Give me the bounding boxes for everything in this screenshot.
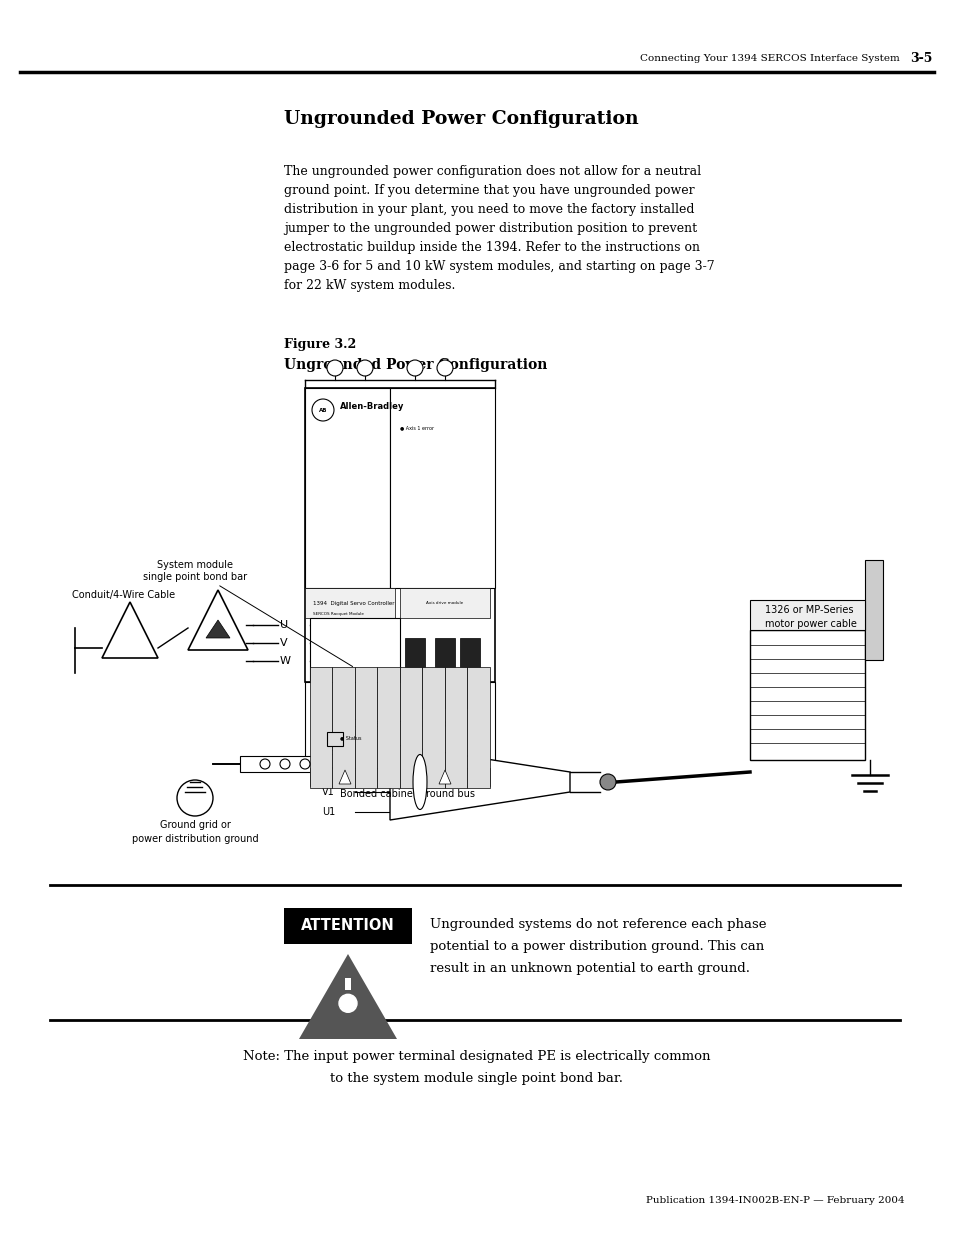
Text: Ungrounded Power Configuration: Ungrounded Power Configuration: [284, 110, 638, 128]
Bar: [305, 388, 495, 682]
Text: distribution in your plant, you need to move the factory installed: distribution in your plant, you need to …: [284, 203, 694, 216]
Text: Ungrounded systems do not reference each phase: Ungrounded systems do not reference each…: [430, 918, 765, 931]
Polygon shape: [102, 601, 158, 658]
Circle shape: [436, 359, 453, 375]
Text: 1326 or MP-Series
motor power cable: 1326 or MP-Series motor power cable: [764, 605, 856, 629]
Text: Publication 1394-IN002B-EN-P — February 2004: Publication 1394-IN002B-EN-P — February …: [646, 1195, 904, 1205]
Text: Axis drive module: Axis drive module: [426, 601, 463, 605]
Bar: [305, 388, 390, 588]
Text: U1: U1: [322, 806, 335, 818]
Text: V: V: [280, 638, 287, 648]
Polygon shape: [188, 590, 248, 650]
Text: Ground grid or
power distribution ground: Ground grid or power distribution ground: [132, 820, 258, 844]
Text: Figure 3.2: Figure 3.2: [284, 338, 355, 351]
Bar: [459, 638, 479, 708]
Circle shape: [177, 781, 213, 816]
Bar: [749, 600, 864, 630]
Polygon shape: [298, 953, 396, 1039]
Text: W1: W1: [322, 767, 337, 777]
Bar: [310, 768, 395, 785]
Text: ground point. If you determine that you have ungrounded power: ground point. If you determine that you …: [284, 184, 694, 198]
Text: ● Status: ● Status: [339, 736, 361, 741]
Polygon shape: [338, 769, 351, 784]
Bar: [435, 638, 455, 708]
Bar: [422, 667, 444, 788]
Text: Ungrounded Power Configuration: Ungrounded Power Configuration: [284, 358, 547, 372]
Circle shape: [599, 774, 616, 790]
Bar: [405, 638, 424, 708]
Text: Bonded cabinet ground bus: Bonded cabinet ground bus: [339, 789, 475, 799]
Circle shape: [280, 760, 290, 769]
Bar: [345, 978, 351, 989]
Bar: [310, 618, 399, 768]
Circle shape: [356, 359, 373, 375]
Circle shape: [327, 359, 343, 375]
Bar: [240, 756, 319, 772]
Text: 1394  Digital Servo Controller: 1394 Digital Servo Controller: [313, 600, 395, 605]
Text: Note: The input power terminal designated PE is electrically common: Note: The input power terminal designate…: [243, 1050, 710, 1063]
Bar: [467, 667, 490, 788]
Bar: [305, 682, 495, 768]
Bar: [864, 559, 882, 659]
Bar: [399, 588, 490, 618]
Text: Conduit/4-Wire Cable: Conduit/4-Wire Cable: [71, 590, 175, 600]
Text: result in an unknown potential to earth ground.: result in an unknown potential to earth …: [430, 962, 749, 974]
Text: Allen-Bradley: Allen-Bradley: [339, 401, 404, 410]
Text: jumper to the ungrounded power distribution position to prevent: jumper to the ungrounded power distribut…: [284, 222, 697, 235]
Polygon shape: [438, 769, 451, 784]
Polygon shape: [390, 743, 569, 820]
Ellipse shape: [413, 755, 427, 809]
Text: Connecting Your 1394 SERCOS Interface System: Connecting Your 1394 SERCOS Interface Sy…: [639, 53, 899, 63]
Text: 3-5: 3-5: [909, 52, 931, 64]
Bar: [749, 630, 864, 760]
Bar: [355, 667, 377, 788]
Circle shape: [260, 760, 270, 769]
Text: Cable clamp around shield: Cable clamp around shield: [352, 719, 482, 729]
Text: V1: V1: [322, 787, 335, 797]
Text: ● Axis 1 error: ● Axis 1 error: [399, 426, 434, 431]
Text: PE2: PE2: [322, 747, 340, 757]
Bar: [284, 908, 412, 944]
Bar: [405, 768, 490, 785]
Bar: [333, 667, 355, 788]
Text: System module
single point bond bar: System module single point bond bar: [143, 559, 353, 667]
Bar: [327, 732, 343, 746]
Circle shape: [312, 399, 334, 421]
Text: PE1: PE1: [319, 699, 338, 709]
Circle shape: [338, 994, 356, 1013]
Text: W: W: [280, 656, 291, 666]
Polygon shape: [206, 620, 230, 638]
Circle shape: [299, 760, 310, 769]
Bar: [390, 388, 495, 588]
Bar: [399, 667, 422, 788]
Text: U: U: [280, 620, 288, 630]
Text: potential to a power distribution ground. This can: potential to a power distribution ground…: [430, 940, 763, 953]
Text: electrostatic buildup inside the 1394. Refer to the instructions on: electrostatic buildup inside the 1394. R…: [284, 241, 700, 254]
Text: AB: AB: [318, 408, 327, 412]
Text: ATTENTION: ATTENTION: [301, 919, 395, 934]
Text: for 22 kW system modules.: for 22 kW system modules.: [284, 279, 455, 291]
Bar: [377, 667, 399, 788]
Bar: [310, 667, 333, 788]
Text: Shield: Shield: [444, 777, 475, 787]
Text: to the system module single point bond bar.: to the system module single point bond b…: [330, 1072, 623, 1086]
Text: page 3-6 for 5 and 10 kW system modules, and starting on page 3-7: page 3-6 for 5 and 10 kW system modules,…: [284, 261, 714, 273]
Text: SERCOS Racquet Module: SERCOS Racquet Module: [313, 613, 363, 616]
Bar: [305, 588, 395, 618]
Circle shape: [407, 359, 422, 375]
Text: The ungrounded power configuration does not allow for a neutral: The ungrounded power configuration does …: [284, 165, 700, 178]
Bar: [444, 667, 467, 788]
